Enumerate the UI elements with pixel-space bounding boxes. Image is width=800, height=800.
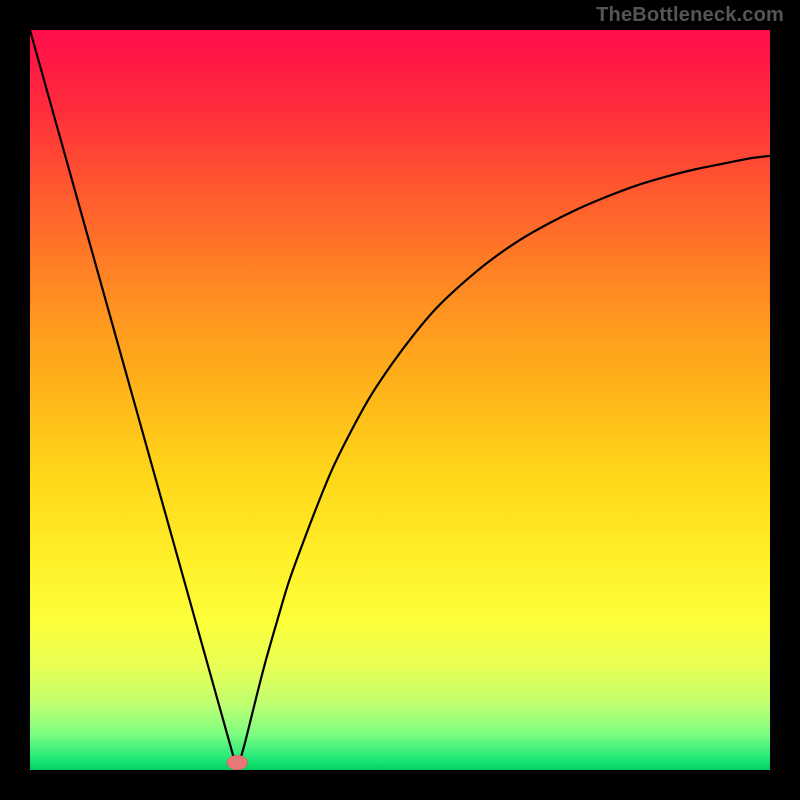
chart-svg	[30, 30, 770, 770]
plot-area	[30, 30, 770, 770]
gradient-background	[30, 30, 770, 770]
chart-frame: TheBottleneck.com	[0, 0, 800, 800]
watermark-text: TheBottleneck.com	[596, 4, 784, 27]
minimum-marker	[227, 755, 248, 770]
